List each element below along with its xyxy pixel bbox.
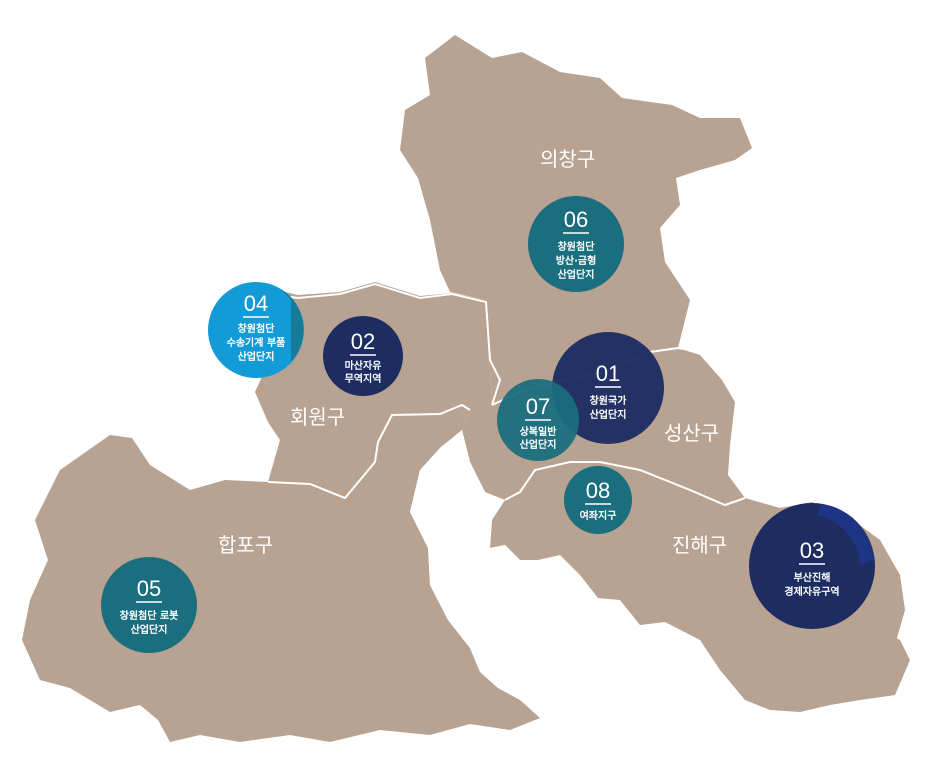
zone-circle <box>749 503 875 629</box>
zone-label-line: 산업단지 <box>238 350 275 363</box>
zone-circle <box>323 316 403 396</box>
zone-number: 06 <box>564 207 588 232</box>
zone-marker-02[interactable]: 02 마산자유 무역지역 <box>323 316 403 396</box>
zone-label-line: 여좌지구 <box>580 509 617 522</box>
zone-circle <box>101 557 197 653</box>
zone-marker-06[interactable]: 06 창원첨단 방산·금형 산업단지 <box>528 196 624 292</box>
zone-circle <box>564 466 632 534</box>
zone-label-line: 수송기계 부품 <box>227 336 286 349</box>
district-happo-area[interactable] <box>22 405 540 742</box>
zone-label-line: 상복일반 <box>520 425 558 438</box>
zone-number: 01 <box>596 361 620 386</box>
zone-circle <box>208 282 304 378</box>
zone-number: 04 <box>244 291 268 316</box>
zone-label-line: 마산자유 <box>345 359 382 372</box>
district-label-hoewon: 회원구 <box>290 405 345 429</box>
zone-label-line: 부산진해 <box>794 571 831 584</box>
zone-label-line: 방산·금형 <box>556 254 597 267</box>
zone-number: 03 <box>800 538 824 563</box>
district-label-seongsan: 성산구 <box>664 421 719 445</box>
zone-marker-07[interactable]: 07 상복일반 산업단지 <box>497 379 579 461</box>
zone-label-line: 무역지역 <box>345 372 382 385</box>
zone-marker-04[interactable]: 04 창원첨단 수송기계 부품 산업단지 <box>208 282 304 378</box>
district-label-uichang: 의창구 <box>540 147 595 171</box>
zone-label-line: 창원국가 <box>590 394 628 407</box>
zone-number: 08 <box>586 478 610 503</box>
zone-label-line: 산업단지 <box>131 623 168 636</box>
district-label-happo: 합포구 <box>218 533 273 557</box>
zone-label-line: 창원첨단 <box>238 322 276 335</box>
zone-overlap <box>281 289 304 362</box>
zone-number: 05 <box>137 576 161 601</box>
district-jinhae-peninsula <box>720 630 910 712</box>
zone-number: 02 <box>351 329 375 354</box>
zone-marker-05[interactable]: 05 창원첨단 로봇 산업단지 <box>101 557 197 653</box>
zone-label-line: 창원첨단 <box>558 240 596 253</box>
zone-circle <box>528 196 624 292</box>
zone-label-line: 경제자유구역 <box>784 585 839 598</box>
bay-water <box>410 430 548 688</box>
district-label-jinhae: 진해구 <box>672 533 727 557</box>
zone-label-line: 창원첨단 로봇 <box>120 609 179 622</box>
zone-number: 07 <box>526 394 550 419</box>
zone-label-line: 산업단지 <box>590 408 627 421</box>
zone-marker-08[interactable]: 08 여좌지구 <box>564 466 632 534</box>
zone-highlight <box>818 504 874 565</box>
zone-circle <box>552 332 664 444</box>
zone-marker-01[interactable]: 01 창원국가 산업단지 <box>552 332 664 444</box>
zone-label-line: 산업단지 <box>520 438 557 451</box>
zone-label-line: 산업단지 <box>558 268 595 281</box>
zone-marker-03[interactable]: 03 부산진해 경제자유구역 <box>749 503 875 629</box>
